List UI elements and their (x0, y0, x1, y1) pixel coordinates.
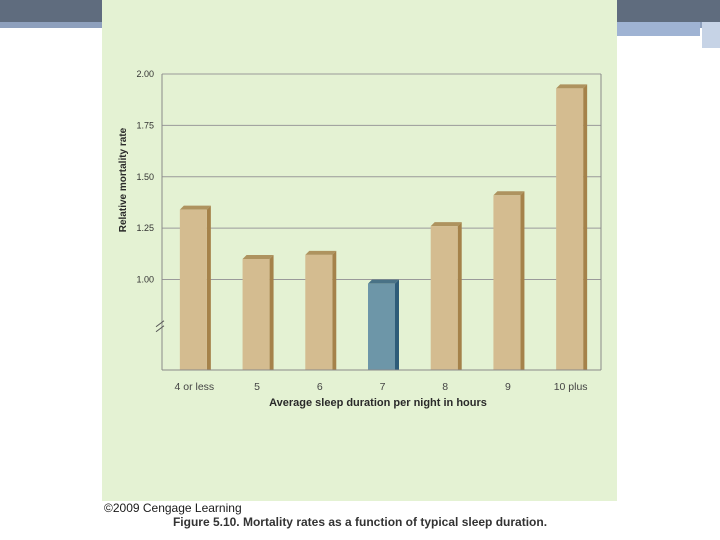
x-tick-label: 8 (442, 381, 448, 393)
y-axis-label: Relative mortality rate (118, 127, 129, 232)
bar-side (332, 250, 337, 370)
y-tick-label: 1.25 (136, 223, 154, 233)
bar (430, 226, 458, 370)
bar (493, 195, 521, 370)
bar-top (242, 255, 274, 259)
x-tick-label: 6 (317, 381, 323, 393)
bar-top (179, 205, 211, 210)
bar-side (395, 279, 399, 370)
bar-side (457, 222, 462, 370)
x-tick-label: 5 (254, 381, 260, 393)
slide-header-accent-edge (702, 22, 720, 48)
bar (556, 88, 584, 370)
bar-top (493, 191, 525, 196)
bar-top (430, 222, 462, 227)
bar-side (269, 255, 274, 370)
x-tick-label: 9 (505, 381, 511, 393)
bar-side (583, 84, 588, 370)
gridlines (162, 73, 601, 281)
bar-top (368, 279, 399, 284)
bar-top (305, 250, 337, 255)
bar-top (556, 84, 588, 89)
y-tick-label: 2.00 (136, 69, 154, 79)
x-tick-label: 7 (380, 381, 386, 393)
bar (179, 209, 207, 370)
y-tick-label: 1.00 (136, 275, 154, 285)
bar (242, 259, 270, 370)
bar-side (206, 205, 211, 370)
bars (179, 84, 588, 370)
bar (368, 283, 395, 370)
slide-header-accent (590, 22, 700, 36)
bar (305, 254, 333, 370)
y-tick-label: 1.50 (136, 172, 154, 182)
x-tick-label: 4 or less (175, 381, 215, 393)
axes: 1.00 1.25 1.50 1.75 2.00 4 or less 5 6 7 8 9 10 plu… (136, 69, 602, 393)
axis-break-mark (155, 325, 165, 333)
x-tick-label: 10 plus (554, 381, 588, 393)
copyright-notice: ©2009 Cengage Learning (104, 501, 242, 515)
bar-side (520, 191, 525, 370)
figure-caption: Figure 5.10. Mortality rates as a functi… (172, 515, 548, 529)
x-axis-label: Average sleep duration per night in hour… (269, 397, 487, 409)
y-tick-label: 1.75 (136, 120, 154, 130)
axis-break-mark (155, 320, 165, 328)
